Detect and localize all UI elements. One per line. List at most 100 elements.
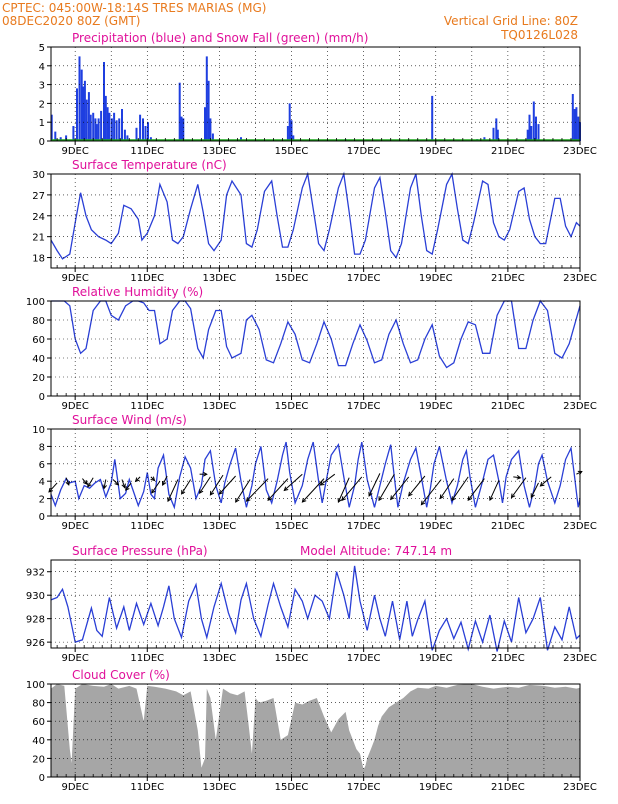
- precip-bar: [139, 114, 142, 141]
- wind-arrow-head: [235, 497, 240, 503]
- panel-humidity: Relative Humidity (%) 0 20 40 60 80 100 9DEC 11D…: [26, 285, 597, 412]
- wind-arrow-head: [420, 500, 426, 506]
- wind-arrow-head: [203, 471, 208, 477]
- cloud-cover-area: [51, 684, 580, 777]
- precip-bar: [577, 116, 580, 141]
- x-tick-label: 17DEC: [347, 146, 381, 157]
- precip-bar: [92, 112, 95, 141]
- precip-bar: [113, 112, 116, 141]
- humidity-title: Relative Humidity (%): [72, 285, 203, 299]
- wind-arrow-head: [209, 490, 215, 496]
- precip-bar: [209, 118, 212, 141]
- precip-bar: [526, 129, 529, 141]
- temperature-line: [50, 171, 581, 260]
- x-tick-label: 11DEC: [130, 401, 164, 412]
- y-tick-label: 2: [39, 99, 45, 110]
- wind-arrow: [421, 479, 442, 506]
- wind-arrow-head: [390, 495, 395, 501]
- wind-arrow: [368, 473, 381, 497]
- precip-bar: [85, 99, 88, 141]
- header-date: 08DEC2020 80Z (GMT): [2, 14, 140, 28]
- precip-bar: [83, 80, 86, 141]
- precip-bar: [528, 114, 531, 141]
- y-tick-label: 8: [39, 442, 45, 453]
- wind-arrow-head: [151, 488, 156, 494]
- x-tick-label: 19DEC: [419, 653, 453, 664]
- cloud-cover-frame: [50, 683, 581, 778]
- x-tick-label: 9DEC: [61, 401, 88, 412]
- x-tick-label: 9DEC: [61, 521, 88, 532]
- precip-bar: [110, 118, 113, 141]
- wind-arrow-head: [368, 491, 373, 497]
- wind-arrow: [167, 479, 179, 502]
- x-tick-label: 21DEC: [491, 146, 525, 157]
- wind-arrow: [209, 474, 224, 496]
- wind-arrow: [408, 475, 426, 497]
- wind-arrow-head: [378, 496, 383, 502]
- pressure-title: Surface Pressure (hPa): [72, 544, 208, 558]
- precip-bar: [89, 114, 92, 141]
- wind-arrow-head: [199, 489, 204, 494]
- y-tick-label: 0: [39, 512, 45, 523]
- wind-arrow-head: [125, 486, 130, 491]
- header-vgrid-note: Vertical Grid Line: 80Z: [444, 14, 578, 28]
- wind-arrow: [112, 479, 119, 486]
- x-tick-label: 13DEC: [203, 521, 237, 532]
- y-tick-label: 3: [39, 81, 45, 92]
- wind-arrow-head: [121, 483, 126, 489]
- y-tick-label: 27: [32, 191, 45, 202]
- y-tick-label: 0: [39, 392, 45, 403]
- x-tick-label: 19DEC: [419, 146, 453, 157]
- cloud-cover-title: Cloud Cover (%): [72, 668, 170, 682]
- wind-arrow-head: [319, 481, 325, 486]
- x-tick-label: 9DEC: [61, 146, 88, 157]
- x-tick-label: 17DEC: [347, 782, 381, 793]
- wind-arrow: [451, 476, 469, 501]
- wind-arrow: [378, 473, 395, 501]
- pressure-line: [50, 565, 581, 652]
- panel-cloud-cover: Cloud Cover (%) 0 20 40 60 80 100 9DEC 11DEC 13DE…: [26, 668, 597, 793]
- precip-bar: [80, 69, 83, 141]
- precip-bar: [121, 109, 123, 141]
- y-tick-label: 40: [32, 736, 45, 747]
- y-tick-label: 80: [32, 316, 45, 327]
- wind-arrow: [439, 478, 455, 499]
- y-tick-label: 21: [32, 233, 45, 244]
- wind-arrow-head: [48, 487, 53, 493]
- precip-bar: [147, 122, 149, 141]
- precip-bar: [292, 135, 295, 141]
- precip-bar: [573, 109, 576, 141]
- x-tick-label: 13DEC: [203, 146, 237, 157]
- x-tick-label: 23DEC: [563, 401, 597, 412]
- precip-bar: [207, 80, 210, 141]
- precip-bar: [431, 95, 434, 141]
- precip-bar: [530, 126, 533, 141]
- precip-bar: [106, 107, 109, 141]
- wind-arrow-head: [539, 481, 545, 487]
- precip-bar: [290, 120, 293, 141]
- wind-arrow-head: [83, 479, 88, 485]
- precip-bar: [288, 103, 291, 141]
- y-tick-label: 0: [39, 773, 45, 784]
- wind-arrow-head: [267, 496, 273, 501]
- wind-arrow: [320, 473, 336, 486]
- y-tick-label: 4: [39, 62, 45, 73]
- precip-bar: [495, 118, 498, 141]
- x-tick-label: 21DEC: [491, 653, 525, 664]
- y-tick-label: 926: [26, 638, 45, 649]
- precip-bar: [204, 107, 206, 141]
- wind-line: [50, 441, 581, 510]
- precip-bar: [94, 118, 97, 141]
- humidity-frame: [50, 300, 581, 397]
- precip-bar: [50, 114, 53, 141]
- wind-arrow: [337, 477, 350, 503]
- x-tick-label: 17DEC: [347, 521, 381, 532]
- x-tick-label: 19DEC: [419, 273, 453, 284]
- y-tick-label: 932: [26, 568, 45, 579]
- precip-bar: [76, 88, 78, 141]
- x-tick-label: 21DEC: [491, 401, 525, 412]
- y-tick-label: 10: [32, 425, 45, 436]
- x-tick-label: 15DEC: [275, 653, 309, 664]
- precip-bar: [483, 137, 486, 141]
- precip-bar: [535, 116, 537, 141]
